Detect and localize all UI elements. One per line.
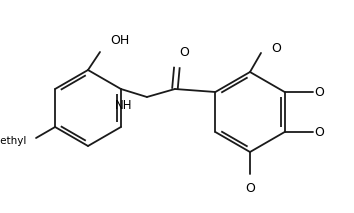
Text: methyl: methyl <box>0 136 26 146</box>
Text: NH: NH <box>114 99 132 112</box>
Text: O: O <box>315 125 325 138</box>
Text: O: O <box>271 42 281 55</box>
Text: O: O <box>179 46 189 59</box>
Text: O: O <box>315 85 325 98</box>
Text: O: O <box>245 182 255 195</box>
Text: OH: OH <box>110 34 129 47</box>
